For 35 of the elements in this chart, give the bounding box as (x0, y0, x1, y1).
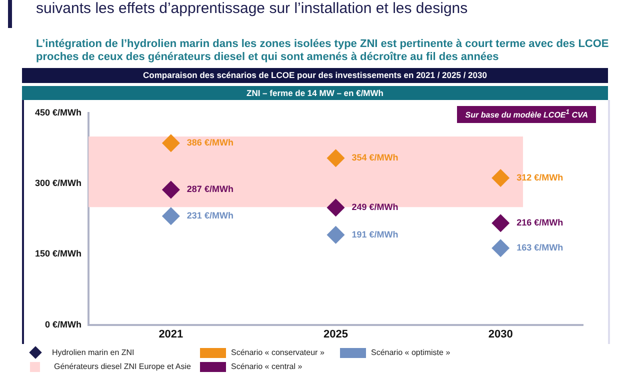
point (492, 239, 510, 258)
legend-label: Générateurs diesel ZNI Europe et Asie (53, 361, 192, 373)
y-tick-label: 150 €/MWh (34, 248, 82, 259)
legend-label: Scénario « central » (230, 361, 302, 373)
data-label: 354 €/MWh (352, 152, 398, 163)
y-tick-label: 0 €/MWh (44, 319, 82, 330)
legend-label: Scénario « optimiste » (370, 347, 450, 359)
point (162, 134, 180, 152)
data-label: 216 €/MWh (516, 218, 564, 228)
x-tick-label: 2021 (158, 328, 184, 340)
data-label: 312 €/MWh (516, 172, 564, 182)
y-tick-label: 300 €/MWh (34, 178, 82, 188)
data-label: 163 €/MWh (516, 242, 564, 253)
x-tick-label: 2025 (324, 328, 348, 340)
point (326, 149, 345, 168)
legend-title: Hydrolien marin en ZNI (51, 347, 136, 359)
point (162, 207, 180, 226)
point (162, 180, 180, 199)
chart-subtitle: L’intégration de l’hydrolien marin dans les zones isolées type ZNI est pertinente à court terme avec des LCOE proches de ceux des générateurs diesel et qui sont amenés à décroître au fil des années (36, 38, 610, 64)
chart-title: suivants les effets d’apprentissage sur l’installation et les designs (36, 0, 469, 17)
point (326, 198, 345, 217)
data-label: 191 €/MWh (352, 229, 398, 240)
data-label: 231 €/MWh (186, 210, 234, 221)
annotation: Sur base du modèle LCOE$^{1}$ CVA (457, 106, 596, 123)
text: ZNI – ferme de 14 MW – en €/MWh (22, 86, 608, 100)
data-label: 386 €/MWh (186, 138, 234, 148)
text: Comparaison des scénarios de LCOE pour des investissements en 2021 / 2025 / 2030 (22, 68, 608, 83)
point (492, 168, 510, 187)
data-label: 249 €/MWh (352, 202, 398, 212)
data-label: 287 €/MWh (186, 184, 234, 194)
point (492, 214, 510, 232)
x-tick-label: 2030 (488, 328, 513, 340)
y-tick-label: 450 €/MWh (34, 107, 82, 118)
point (326, 226, 345, 244)
legend-label: Scénario « conservateur » (230, 347, 324, 359)
